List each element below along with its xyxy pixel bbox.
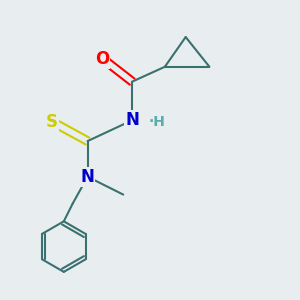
Text: N: N <box>81 168 94 186</box>
Text: S: S <box>46 113 58 131</box>
Text: ·H: ·H <box>148 115 165 129</box>
Text: O: O <box>95 50 110 68</box>
Text: N: N <box>125 111 139 129</box>
